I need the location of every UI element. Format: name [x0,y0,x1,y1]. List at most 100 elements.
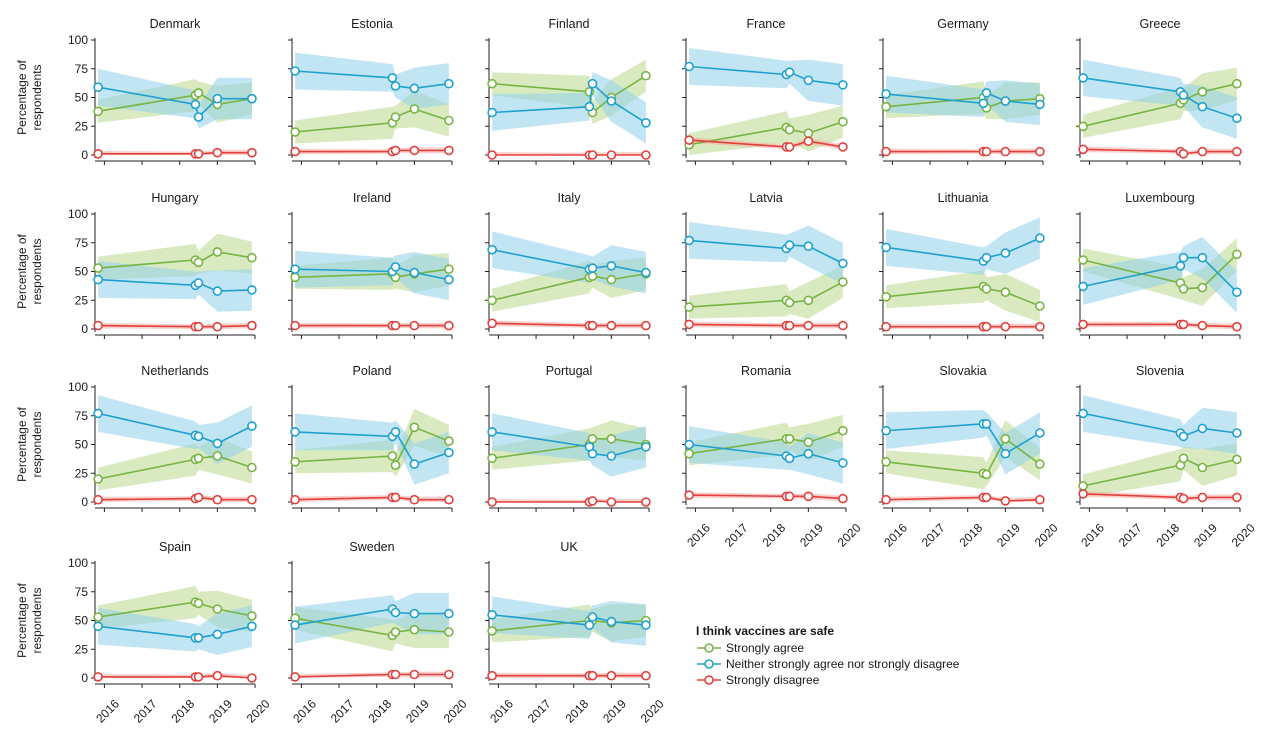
point-neither [784,453,795,464]
panel-title-hungary: Hungary [151,191,199,205]
y-tick-label: 0 [81,671,88,685]
point-neither [193,278,204,288]
panel-france: France [682,17,848,165]
point-strongly-disagree [390,320,401,331]
point-neither [606,616,617,627]
point-strongly-disagree [803,136,814,146]
point-neither [1175,260,1186,271]
point-strongly-agree [1035,301,1045,311]
panel-greece: Greece [1076,17,1242,165]
point-strongly-disagree [290,146,300,157]
panel-title-italy: Italy [558,191,582,205]
point-neither [1035,428,1045,438]
x-tick-label: 2019 [206,697,235,726]
x-tick-label: 2020 [441,697,470,726]
panel-title-france: France [747,17,786,31]
legend-item-neither: Neither strongly agree nor strongly disa… [696,656,959,672]
point-strongly-agree [290,272,300,283]
point-strongly-disagree [487,318,497,329]
point-neither [290,427,300,437]
point-neither [606,260,617,271]
point-strongly-disagree [881,494,891,505]
point-strongly-disagree [1232,321,1242,332]
point-neither [409,608,420,619]
point-neither [390,262,401,272]
point-strongly-agree [784,297,795,308]
y-tick-label: 25 [75,642,89,656]
x-tick-label: 2018 [365,697,394,726]
point-neither [487,244,497,255]
point-neither [409,267,420,278]
legend-swatch-strongly-agree [697,643,721,653]
panel-title-slovenia: Slovenia [1136,364,1184,378]
point-neither [584,101,595,112]
point-neither [212,286,223,296]
y-tick-label: 100 [68,33,88,47]
point-neither [684,235,694,246]
point-strongly-agree [390,627,401,637]
point-strongly-agree [487,78,497,89]
panel-germany: Germany [879,17,1045,165]
point-neither [193,431,204,442]
point-strongly-disagree [444,320,454,331]
point-strongly-agree [1197,87,1208,97]
point-neither [684,439,694,450]
point-strongly-disagree [641,320,651,331]
point-neither [390,81,401,91]
panel-title-estonia: Estonia [351,17,393,31]
band-neither [492,413,646,477]
point-neither [1232,287,1242,298]
point-neither [881,89,891,99]
band-neither [689,222,843,285]
x-tick-label: 2016 [881,521,910,550]
point-strongly-agree [193,453,204,464]
point-strongly-disagree [1197,320,1208,331]
panel-title-ireland: Ireland [353,191,391,205]
panel-title-latvia: Latvia [749,191,782,205]
point-strongly-disagree [606,497,617,507]
x-tick-label: 2019 [797,521,826,550]
legend-swatch-neither [697,659,721,669]
point-neither [641,267,651,278]
point-strongly-disagree [193,149,204,159]
point-strongly-disagree [606,150,617,160]
panel-title-romania: Romania [741,364,791,378]
x-tick-label: 2017 [131,697,160,726]
point-strongly-disagree [981,492,992,503]
panel-uk: UK 2016 2017 2018 2019 2020 [485,540,667,726]
point-neither [444,608,454,619]
point-neither [93,621,103,632]
point-neither [1197,101,1208,112]
point-strongly-disagree [1078,319,1088,330]
point-strongly-disagree [1232,146,1242,157]
panel-title-slovakia: Slovakia [939,364,986,378]
panel-title-greece: Greece [1140,17,1181,31]
x-tick-label: 2016 [487,697,516,726]
point-neither [1178,431,1189,442]
panel-title-germany: Germany [937,17,989,31]
panel-estonia: Estonia [288,17,454,165]
point-strongly-agree [1232,249,1242,260]
point-strongly-disagree [1178,493,1189,504]
point-strongly-disagree [247,320,257,331]
point-neither [641,441,651,452]
point-neither [641,118,651,128]
y-tick-label: 25 [75,119,89,133]
point-strongly-disagree [1078,489,1088,499]
line-strongly-disagree [98,324,252,328]
point-strongly-agree [193,598,204,609]
point-neither [587,448,598,459]
point-strongly-agree [684,448,694,459]
band-neither [98,395,252,465]
panel-latvia: Latvia [682,191,848,339]
band-neither [98,261,252,312]
point-strongly-agree [1078,255,1088,265]
point-strongly-agree [1078,121,1088,132]
point-strongly-agree [881,291,891,302]
point-strongly-disagree [212,321,223,332]
point-neither [409,459,420,469]
y-tick-label: 50 [75,91,89,105]
y-tick-label: 50 [75,438,89,452]
point-neither [1232,113,1242,123]
y-tick-label: 25 [75,466,89,480]
